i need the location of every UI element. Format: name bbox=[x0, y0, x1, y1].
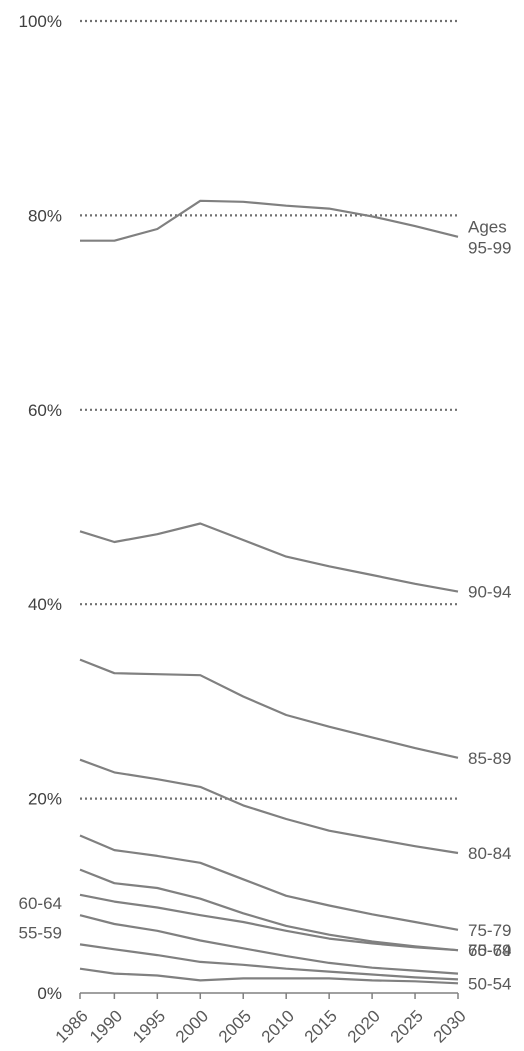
y-tick-label: 20% bbox=[28, 790, 62, 809]
series-lines bbox=[79, 199, 459, 985]
x-tick-label: 2010 bbox=[258, 1006, 298, 1046]
x-tick-label: 2000 bbox=[172, 1006, 212, 1046]
series-label: Ages 95-99 bbox=[468, 217, 511, 257]
series-line bbox=[79, 967, 459, 985]
series-label: 80-84 bbox=[468, 844, 511, 863]
x-tick-label: 1986 bbox=[52, 1006, 92, 1046]
series-label: 90-94 bbox=[468, 583, 511, 602]
series-label: 65-69 bbox=[468, 941, 511, 960]
y-tick-label: 60% bbox=[28, 401, 62, 420]
gridlines bbox=[80, 19, 458, 800]
series-line bbox=[79, 914, 459, 975]
series-label: 85-89 bbox=[468, 749, 511, 768]
x-tick-label: 1990 bbox=[86, 1006, 126, 1046]
x-tick-label: 2020 bbox=[344, 1006, 384, 1046]
y-tick-label: 40% bbox=[28, 595, 62, 614]
y-tick-label: 100% bbox=[19, 12, 62, 31]
series-label: 75-79 bbox=[468, 921, 511, 940]
x-tick-label: 1995 bbox=[129, 1006, 169, 1046]
series-line bbox=[80, 199, 459, 242]
x-tick-label: 2030 bbox=[430, 1006, 470, 1046]
x-tick-label: 2005 bbox=[215, 1006, 255, 1046]
x-tick-label: 2025 bbox=[387, 1006, 427, 1046]
series-line bbox=[79, 943, 459, 981]
series-line bbox=[79, 834, 459, 931]
series-line bbox=[79, 658, 459, 759]
y-tick-label: 0% bbox=[37, 984, 62, 1003]
series-line bbox=[79, 868, 459, 952]
x-tick-label: 2015 bbox=[301, 1006, 341, 1046]
series-label: 60-64 bbox=[19, 894, 62, 913]
y-tick-label: 80% bbox=[28, 206, 62, 225]
series-line bbox=[79, 758, 459, 855]
series-line bbox=[79, 893, 459, 952]
series-label: 50-54 bbox=[468, 974, 511, 993]
series-line bbox=[79, 522, 459, 593]
series-label: 70-74 bbox=[468, 941, 511, 960]
series-label: 55-59 bbox=[19, 923, 62, 942]
